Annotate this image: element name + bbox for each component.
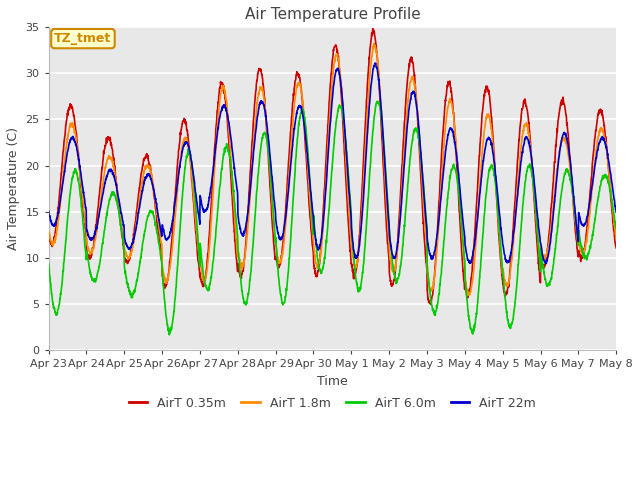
Legend: AirT 0.35m, AirT 1.8m, AirT 6.0m, AirT 22m: AirT 0.35m, AirT 1.8m, AirT 6.0m, AirT 2… xyxy=(124,392,541,415)
Y-axis label: Air Temperature (C): Air Temperature (C) xyxy=(7,127,20,250)
X-axis label: Time: Time xyxy=(317,374,348,387)
Text: TZ_tmet: TZ_tmet xyxy=(54,32,111,45)
Title: Air Temperature Profile: Air Temperature Profile xyxy=(244,7,420,22)
